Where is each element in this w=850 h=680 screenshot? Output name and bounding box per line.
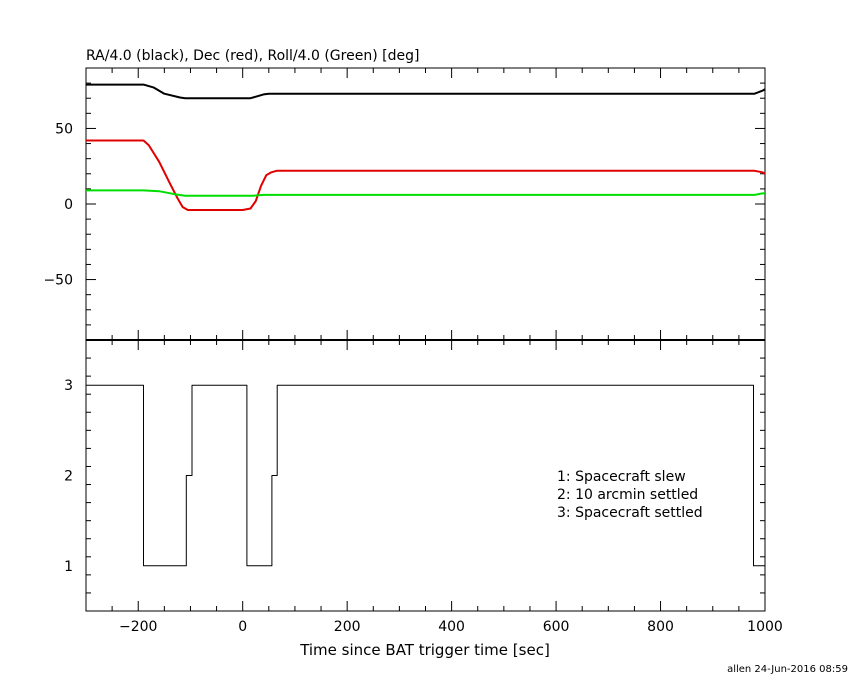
attitude-y-tick-label: 0 bbox=[64, 197, 73, 213]
legend-entry-settled: 3: Spacecraft settled bbox=[557, 505, 703, 521]
legend: 1: Spacecraft slew 2: 10 arcmin settled … bbox=[557, 469, 703, 521]
series-line-dec bbox=[86, 139, 766, 211]
settle-x-tick-label: −200 bbox=[119, 619, 157, 635]
settle-x-tick-label: 600 bbox=[543, 619, 570, 635]
chart-title: RA/4.0 (black), Dec (red), Roll/4.0 (Gre… bbox=[86, 48, 419, 64]
attitude-y-tick-label: 50 bbox=[55, 121, 73, 137]
settle-y-tick-label: 1 bbox=[64, 559, 73, 575]
series-line-roll-4-0 bbox=[86, 189, 765, 197]
settle-y-tick-label: 3 bbox=[64, 378, 73, 394]
settle-x-tick-label: 800 bbox=[647, 619, 674, 635]
settle-x-tick-label: 400 bbox=[438, 619, 465, 635]
x-axis-label: Time since BAT trigger time [sec] bbox=[299, 641, 550, 659]
settle-x-tick-label: 0 bbox=[238, 619, 247, 635]
settle-y-tick-label: 2 bbox=[64, 469, 73, 485]
settle-x-tick-label: 200 bbox=[334, 619, 361, 635]
legend-entry-slew: 1: Spacecraft slew bbox=[557, 469, 686, 485]
settle-status-panel: 1 2 3 −200 0 200 400 600 800 1000 bbox=[64, 339, 783, 635]
footer-credit: allen 24-Jun-2016 08:59 bbox=[727, 664, 848, 675]
series-line-ra-4-0 bbox=[86, 83, 766, 100]
settle-x-tick-label: 1000 bbox=[747, 619, 783, 635]
attitude-panel: −50 0 50 bbox=[43, 67, 766, 341]
attitude-y-tick-label: −50 bbox=[43, 273, 73, 289]
attitude-frame bbox=[85, 67, 766, 341]
legend-entry-10-arcmin: 2: 10 arcmin settled bbox=[557, 487, 698, 503]
series-line-settle-status bbox=[86, 384, 765, 567]
